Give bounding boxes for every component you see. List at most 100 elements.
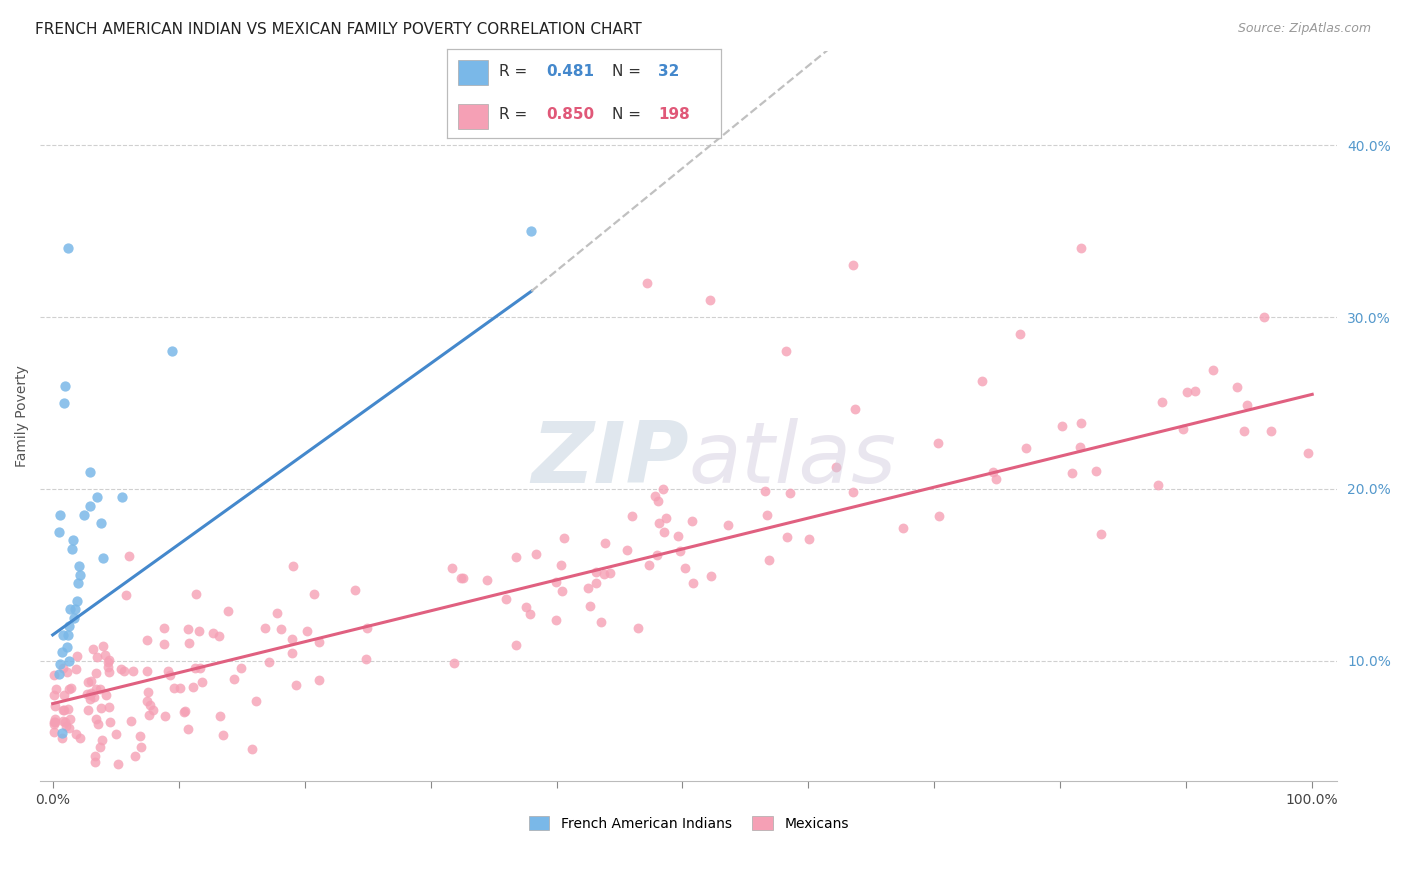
Point — [519, 607, 541, 622]
Point — [700, 568, 723, 582]
Point — [546, 613, 568, 627]
Point — [73, 508, 96, 522]
Point — [80, 673, 103, 688]
Point — [129, 740, 152, 755]
Point — [52, 704, 75, 718]
Point — [495, 592, 517, 607]
Point — [779, 485, 801, 500]
Point — [44, 712, 66, 726]
Text: 0.850: 0.850 — [546, 107, 593, 122]
Point — [515, 599, 537, 614]
Point — [576, 581, 599, 595]
Point — [51, 731, 73, 746]
Point — [1090, 527, 1112, 541]
Point — [110, 662, 132, 676]
Point — [585, 566, 607, 580]
Point — [972, 374, 994, 388]
Point — [51, 726, 73, 740]
Point — [304, 587, 326, 601]
Point — [1010, 327, 1032, 342]
Point — [156, 664, 179, 678]
Point — [1236, 398, 1258, 412]
Text: FRENCH AMERICAN INDIAN VS MEXICAN FAMILY POVERTY CORRELATION CHART: FRENCH AMERICAN INDIAN VS MEXICAN FAMILY… — [35, 22, 643, 37]
Point — [93, 648, 115, 663]
Point — [56, 665, 79, 679]
Point — [128, 729, 150, 743]
Point — [63, 611, 86, 625]
Point — [187, 624, 209, 639]
Point — [48, 667, 70, 681]
Point — [184, 586, 207, 600]
Point — [76, 687, 98, 701]
Point — [163, 681, 186, 695]
Point — [53, 378, 76, 392]
Point — [138, 698, 160, 712]
Point — [183, 661, 205, 675]
Point — [169, 681, 191, 695]
Point — [1173, 422, 1195, 436]
Point — [754, 483, 776, 498]
Point — [55, 640, 77, 654]
Point — [599, 566, 621, 580]
Point — [593, 536, 616, 550]
Point — [52, 714, 75, 728]
Text: 198: 198 — [658, 107, 690, 122]
Point — [1150, 395, 1173, 409]
Point — [669, 543, 692, 558]
Point — [1060, 466, 1083, 480]
Point — [58, 682, 80, 697]
Point — [177, 722, 200, 736]
Point — [107, 756, 129, 771]
Point — [111, 491, 134, 505]
Point — [65, 602, 87, 616]
Point — [1296, 446, 1319, 460]
Point — [645, 548, 668, 562]
Point — [266, 606, 288, 620]
Point — [208, 629, 231, 643]
Point — [124, 749, 146, 764]
Bar — [458, 104, 488, 129]
Point — [97, 699, 120, 714]
Point — [105, 727, 128, 741]
Point — [1069, 440, 1091, 454]
Point — [844, 401, 866, 416]
Point — [58, 619, 80, 633]
Point — [58, 654, 80, 668]
Point — [208, 709, 231, 723]
Point — [280, 647, 302, 661]
Point — [65, 662, 87, 676]
Point — [90, 701, 112, 715]
Point — [173, 705, 195, 719]
Point — [526, 547, 548, 561]
Point — [699, 293, 721, 307]
Point — [42, 716, 65, 731]
Point — [86, 491, 108, 505]
Point — [136, 685, 159, 699]
Point — [44, 698, 66, 713]
Point — [717, 518, 740, 533]
Point — [984, 472, 1007, 486]
Point — [52, 661, 75, 675]
Point — [1015, 441, 1038, 455]
Point — [84, 712, 107, 726]
Point — [891, 521, 914, 535]
Point — [120, 714, 142, 728]
Point — [673, 560, 696, 574]
Point — [1052, 419, 1074, 434]
Point — [842, 484, 865, 499]
Point — [927, 435, 949, 450]
Point — [295, 624, 318, 639]
Point — [644, 490, 666, 504]
Text: 32: 32 — [658, 64, 679, 79]
Text: Source: ZipAtlas.com: Source: ZipAtlas.com — [1237, 22, 1371, 36]
Point — [245, 694, 267, 708]
Point — [97, 665, 120, 679]
Point — [593, 567, 616, 582]
Point — [440, 561, 463, 575]
Point — [55, 719, 77, 733]
Point — [52, 628, 75, 642]
Point — [86, 717, 108, 731]
Point — [86, 649, 108, 664]
Point — [928, 509, 950, 524]
Point — [59, 712, 82, 726]
